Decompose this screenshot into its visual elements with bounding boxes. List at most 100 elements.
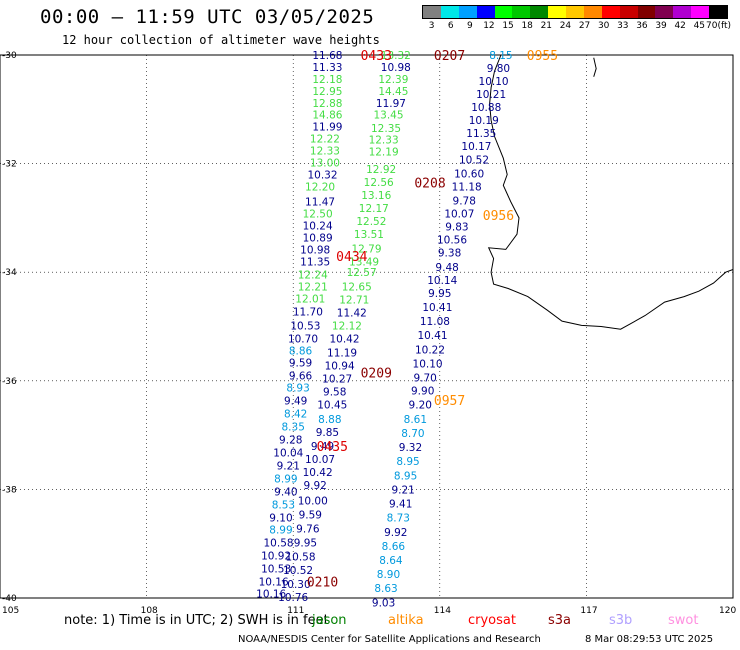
generation-timestamp: 8 Mar 08:29:53 UTC 2025 [585,634,714,645]
wave-height-label: 9.41 [389,499,412,511]
wave-height-label: 10.52 [283,565,313,577]
wave-height-label: 12.19 [369,147,399,159]
color-swatch [494,6,513,18]
lat-tick-label: -30 [2,51,17,61]
wave-height-label: 9.28 [279,434,302,446]
lon-tick-label: 108 [141,606,158,616]
wave-height-label: 10.70 [288,333,318,345]
wave-height-label: 12.56 [364,177,394,189]
wave-height-label: 8.63 [374,583,397,595]
credit-line: NOAA/NESDIS Center for Satellite Applica… [238,634,541,645]
mission-altika: altika [388,613,424,628]
wave-height-label: 9.59 [289,357,312,369]
map-title: 00:00 – 11:59 UTC 03/05/2025 [40,6,375,28]
color-swatch [673,6,692,18]
color-swatch [619,6,638,18]
wave-height-label: 9.66 [289,370,313,382]
color-scale-bar [422,5,728,19]
lat-tick-label: -32 [2,160,17,170]
wave-height-label: 8.99 [274,474,297,486]
wave-height-label: 9.49 [311,441,334,453]
wave-height-label: 8.93 [286,382,309,394]
color-swatch [423,6,441,18]
wave-height-label: 10.53 [290,320,320,332]
wave-height-label: 9.40 [274,487,297,499]
pass-id-label: 0955 [527,49,558,64]
wave-height-label: 8.88 [318,414,341,426]
wave-height-label: 8.61 [404,414,427,426]
lon-tick-label: 120 [719,606,736,616]
wave-height-label: 11.19 [327,348,357,360]
track-cryosat-0433-0434-0435: 11.6811.3312.1812.9512.8814.8611.9912.22… [256,50,343,601]
wave-height-label: 12.79 [351,243,381,255]
wave-height-label: 13.16 [361,190,391,202]
wave-height-label: 12.18 [312,74,342,86]
wave-height-label: 9.21 [391,484,414,496]
wave-height-label: 10.60 [454,168,484,180]
lon-tick-label: 114 [434,606,451,616]
color-scale-unit: 70(ft) [706,21,732,31]
wave-height-label: 12.92 [366,164,396,176]
wave-height-label: 11.42 [337,307,367,319]
lat-tick-label: -40 [2,594,17,604]
color-scale-label: 18 [521,21,533,31]
color-scale-label: 30 [597,21,610,31]
wave-height-label: 11.47 [305,197,335,209]
wave-height-label: 10.88 [471,102,501,114]
wave-height-label: 10.89 [303,232,333,244]
color-scale-label: 3 [428,21,435,31]
wave-height-label: 8.64 [379,555,403,567]
wave-height-label: 8.70 [401,428,424,440]
wave-height-label: 9.78 [453,196,476,208]
mission-s3a: s3a [548,613,572,628]
wave-height-label: 9.83 [445,222,468,234]
wave-height-label: 11.99 [312,122,342,134]
wave-height-label: 10.16 [259,577,289,589]
wave-height-label: 12.88 [312,98,342,110]
wave-height-label: 8.42 [284,408,307,420]
wave-height-label: 10.76 [278,592,308,604]
color-swatch [458,6,477,18]
wave-height-label: 8.66 [382,541,406,553]
color-scale-label: 15 [502,21,514,31]
wave-height-label: 9.10 [269,513,292,525]
lon-tick-label: 111 [287,606,304,616]
wave-height-label: 9.38 [438,248,461,260]
wave-height-label: 8.90 [377,569,400,581]
mission-s3b: s3b [609,613,633,628]
wave-height-label: 10.53 [261,564,291,576]
coastline [487,54,734,330]
color-swatch [583,6,602,18]
wave-height-label: 12.35 [371,123,401,135]
color-swatch [530,6,549,18]
mission-jason: jason [312,613,347,628]
wave-height-label: 12.65 [342,281,372,293]
wave-height-label: 10.56 [437,235,467,247]
color-scale-label: 24 [559,21,572,31]
lat-tick-label: -36 [2,377,17,387]
wave-height-label: 12.71 [339,294,369,306]
satellite-tracks: 11.6811.3312.1812.9512.8814.8611.9912.22… [256,50,512,609]
wave-height-label: 8.86 [289,345,313,357]
wave-height-label: 10.21 [476,89,506,101]
wave-height-label: 8.95 [394,470,417,482]
color-swatch [440,6,459,18]
color-swatch [512,6,531,18]
wave-height-label: 8.95 [396,456,419,468]
wave-height-label: 10.14 [427,275,457,287]
color-scale-label: 42 [674,21,686,31]
coastline-path [487,54,734,330]
pass-labels: 0433 0207 0955 0208 0956 0434 0209 0957 0435 0210 [307,49,558,591]
color-scale-label: 39 [655,21,667,31]
pass-id-label: 0210 [307,576,338,591]
wave-height-label: 13.49 [349,256,379,268]
wave-height-label: 10.58 [285,552,315,564]
wave-height-label: 10.41 [422,302,452,314]
wave-height-label: 8.99 [269,525,292,537]
wave-height-label: 13.00 [310,158,340,170]
wave-height-label: 10.17 [461,141,491,153]
color-scale-label: 27 [578,21,591,31]
wave-height-label: 9.59 [299,509,322,521]
wave-height-label: 10.10 [479,76,509,88]
